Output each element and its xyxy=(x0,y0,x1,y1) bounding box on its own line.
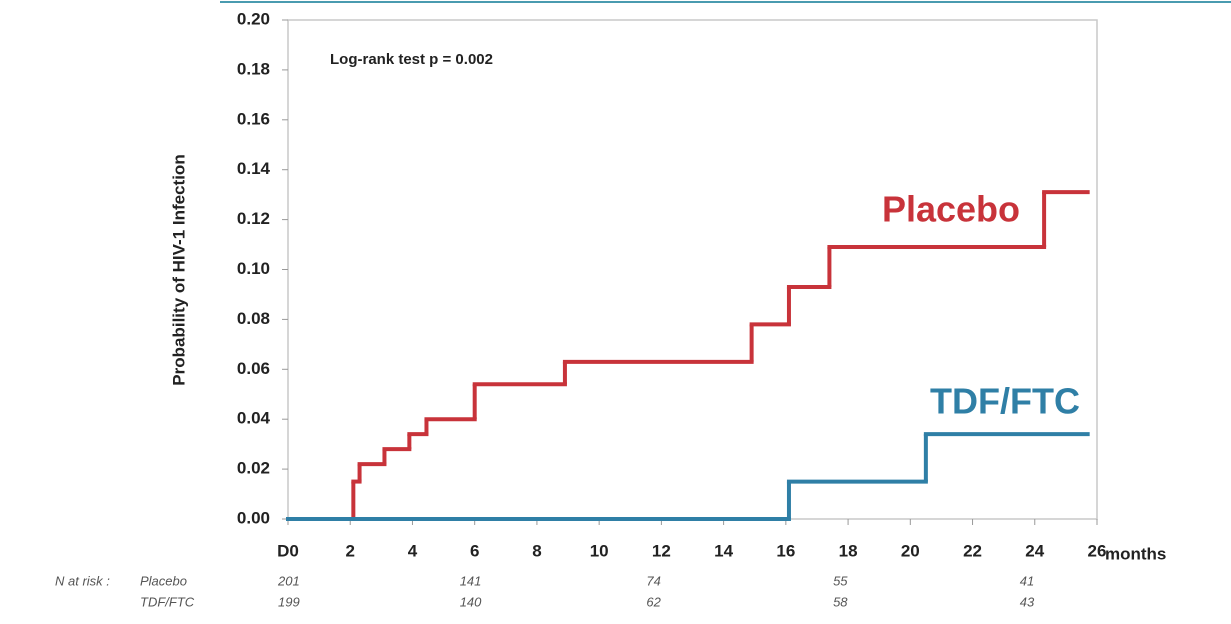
x-tick-label: 16 xyxy=(776,541,795,560)
y-tick-label: 0.06 xyxy=(237,359,270,378)
y-tick-label: 0.20 xyxy=(237,9,270,28)
x-axis-label: months xyxy=(1105,544,1166,563)
y-tick-label: 0.12 xyxy=(237,209,270,228)
at-risk-count: 201 xyxy=(277,573,300,588)
x-tick-label: 4 xyxy=(408,541,418,560)
y-tick-label: 0.16 xyxy=(237,109,270,128)
x-tick-label: 8 xyxy=(532,541,541,560)
at-risk-row-label: TDF/FTC xyxy=(140,594,195,609)
at-risk-count: 62 xyxy=(646,594,661,609)
x-tick-label: 20 xyxy=(901,541,920,560)
at-risk-count: 141 xyxy=(460,573,482,588)
at-risk-count: 41 xyxy=(1020,573,1034,588)
x-tick-label: 10 xyxy=(590,541,609,560)
y-tick-label: 0.08 xyxy=(237,309,270,328)
x-tick-label: 14 xyxy=(714,541,733,560)
y-axis-label: Probability of HIV-1 Infection xyxy=(169,154,188,385)
x-tick-label: 2 xyxy=(345,541,354,560)
y-tick-label: 0.02 xyxy=(237,459,270,478)
at-risk-row-label: Placebo xyxy=(140,573,187,588)
at-risk-label: N at risk : xyxy=(55,573,110,588)
at-risk-count: 58 xyxy=(833,594,848,609)
at-risk-count: 55 xyxy=(833,573,848,588)
y-tick-label: 0.10 xyxy=(237,259,270,278)
y-tick-label: 0.00 xyxy=(237,508,270,527)
at-risk-count: 199 xyxy=(278,594,300,609)
x-tick-label: 18 xyxy=(839,541,858,560)
at-risk-count: 43 xyxy=(1020,594,1035,609)
x-tick-label: 12 xyxy=(652,541,671,560)
series-label: TDF/FTC xyxy=(930,381,1080,422)
x-tick-label: 24 xyxy=(1025,541,1044,560)
x-tick-label: 26 xyxy=(1088,541,1107,560)
y-tick-label: 0.14 xyxy=(237,159,271,178)
at-risk-count: 74 xyxy=(646,573,660,588)
annotation: Log-rank test p = 0.002 xyxy=(330,51,493,68)
series-label: Placebo xyxy=(882,189,1020,230)
y-tick-label: 0.04 xyxy=(237,409,271,428)
at-risk-count: 140 xyxy=(460,594,482,609)
x-tick-label: 22 xyxy=(963,541,982,560)
y-tick-label: 0.18 xyxy=(237,59,270,78)
x-tick-label: 6 xyxy=(470,541,479,560)
x-tick-label: D0 xyxy=(277,541,299,560)
